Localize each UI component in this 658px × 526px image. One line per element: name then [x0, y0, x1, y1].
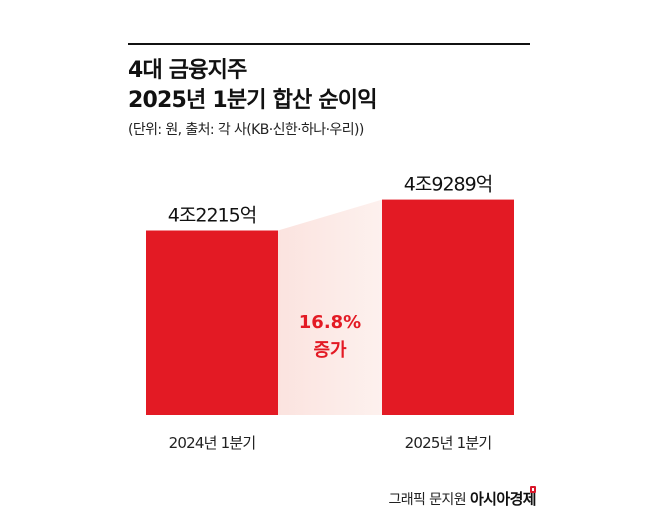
- increase-percent-label: 16.8%: [299, 312, 361, 333]
- value-label: 4조9289억: [404, 174, 492, 196]
- value-label: 4조2215억: [168, 205, 256, 227]
- credit-text: 그래픽 문지원: [388, 492, 466, 508]
- graphic-credit: 그래픽 문지원 아시아경제: [388, 490, 536, 509]
- top-rule: [128, 43, 530, 45]
- title-line-2: 2025년 1분기 합산 순이익: [128, 88, 377, 113]
- publisher-mark-icon: [530, 486, 536, 493]
- increase-text-label: 증가: [313, 340, 347, 361]
- title-line-1: 4대 금융지주: [128, 58, 247, 83]
- category-tick-label: 2025년 1분기: [405, 434, 492, 452]
- bar-2025-q1: [382, 199, 514, 415]
- chart-title: 4대 금융지주 2025년 1분기 합산 순이익: [128, 56, 377, 116]
- chart-subtitle: (단위: 원, 출처: 각 사(KB·신한·하나·우리)): [128, 122, 364, 138]
- category-tick-label: 2024년 1분기: [169, 434, 256, 452]
- publisher-logo-text: 아시아경제: [469, 490, 537, 508]
- bar-2024-q1: [146, 230, 278, 415]
- increase-band: [278, 199, 382, 415]
